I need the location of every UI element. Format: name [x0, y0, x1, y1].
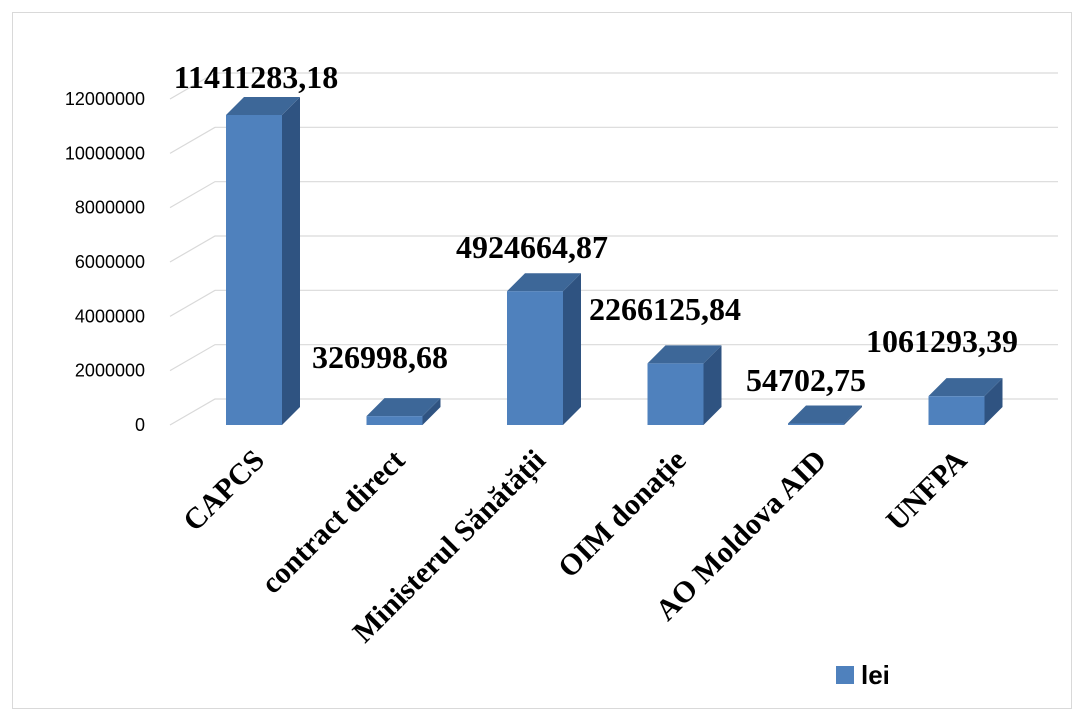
gridlines	[169, 72, 1058, 426]
bar-front	[788, 423, 844, 425]
gridline	[169, 398, 1058, 426]
x-category-label: UNFPA	[880, 443, 974, 537]
gridline	[169, 126, 1058, 154]
y-tick-label: 10000000	[65, 143, 145, 163]
bar-6	[928, 378, 1003, 425]
legend-swatch-lei	[836, 666, 854, 684]
bar-2	[366, 398, 441, 425]
bar-top	[788, 405, 862, 424]
data-labels: 11411283,18 326998,68 4924664,87 2266125,84…	[174, 59, 1018, 398]
bar-top	[226, 96, 300, 115]
x-category-label: CAPCS	[177, 444, 271, 538]
data-label: 1061293,39	[866, 323, 1018, 359]
data-label: 11411283,18	[174, 59, 338, 95]
gridline	[169, 289, 1058, 317]
bar-side	[984, 378, 1003, 425]
bar-side	[563, 273, 581, 425]
gridline	[169, 72, 1058, 100]
x-category-label: contract direct	[255, 444, 412, 601]
bar-top	[928, 378, 1003, 397]
y-tick-label: 0	[135, 415, 145, 435]
y-tick-label: 4000000	[75, 306, 145, 326]
bars	[226, 96, 1003, 426]
bar-4	[647, 345, 722, 425]
legend-label-lei: lei	[861, 660, 890, 690]
y-tick-label: 8000000	[75, 198, 145, 218]
gridline	[169, 181, 1058, 209]
bar-1	[226, 96, 300, 426]
gridline	[169, 344, 1058, 372]
data-label: 54702,75	[746, 362, 866, 398]
bar-side	[844, 405, 862, 425]
bar-top	[647, 345, 722, 364]
data-label: 4924664,87	[456, 229, 608, 265]
y-tick-label: 12000000	[65, 89, 145, 109]
bar-front	[226, 114, 282, 426]
bar-front	[366, 416, 423, 425]
bar-side	[703, 345, 722, 425]
gridline	[169, 235, 1058, 263]
x-category-label: OIM donație	[552, 444, 693, 585]
y-axis-tick-labels: 0 2000000 4000000 6000000 8000000 10000000 120…	[65, 89, 145, 435]
data-label: 2266125,84	[589, 291, 741, 327]
data-label: 326998,68	[312, 339, 448, 375]
bar-top	[507, 273, 581, 292]
bar-side	[422, 398, 441, 425]
bar-top	[366, 398, 441, 417]
legend: lei	[836, 660, 890, 690]
bar-5	[788, 405, 862, 425]
bar-side	[282, 96, 300, 426]
bar-front	[928, 396, 985, 425]
y-tick-label: 2000000	[75, 361, 145, 381]
bar-front	[507, 291, 563, 425]
bar-front	[647, 363, 704, 425]
bar-3	[507, 273, 581, 425]
y-tick-label: 6000000	[75, 252, 145, 272]
